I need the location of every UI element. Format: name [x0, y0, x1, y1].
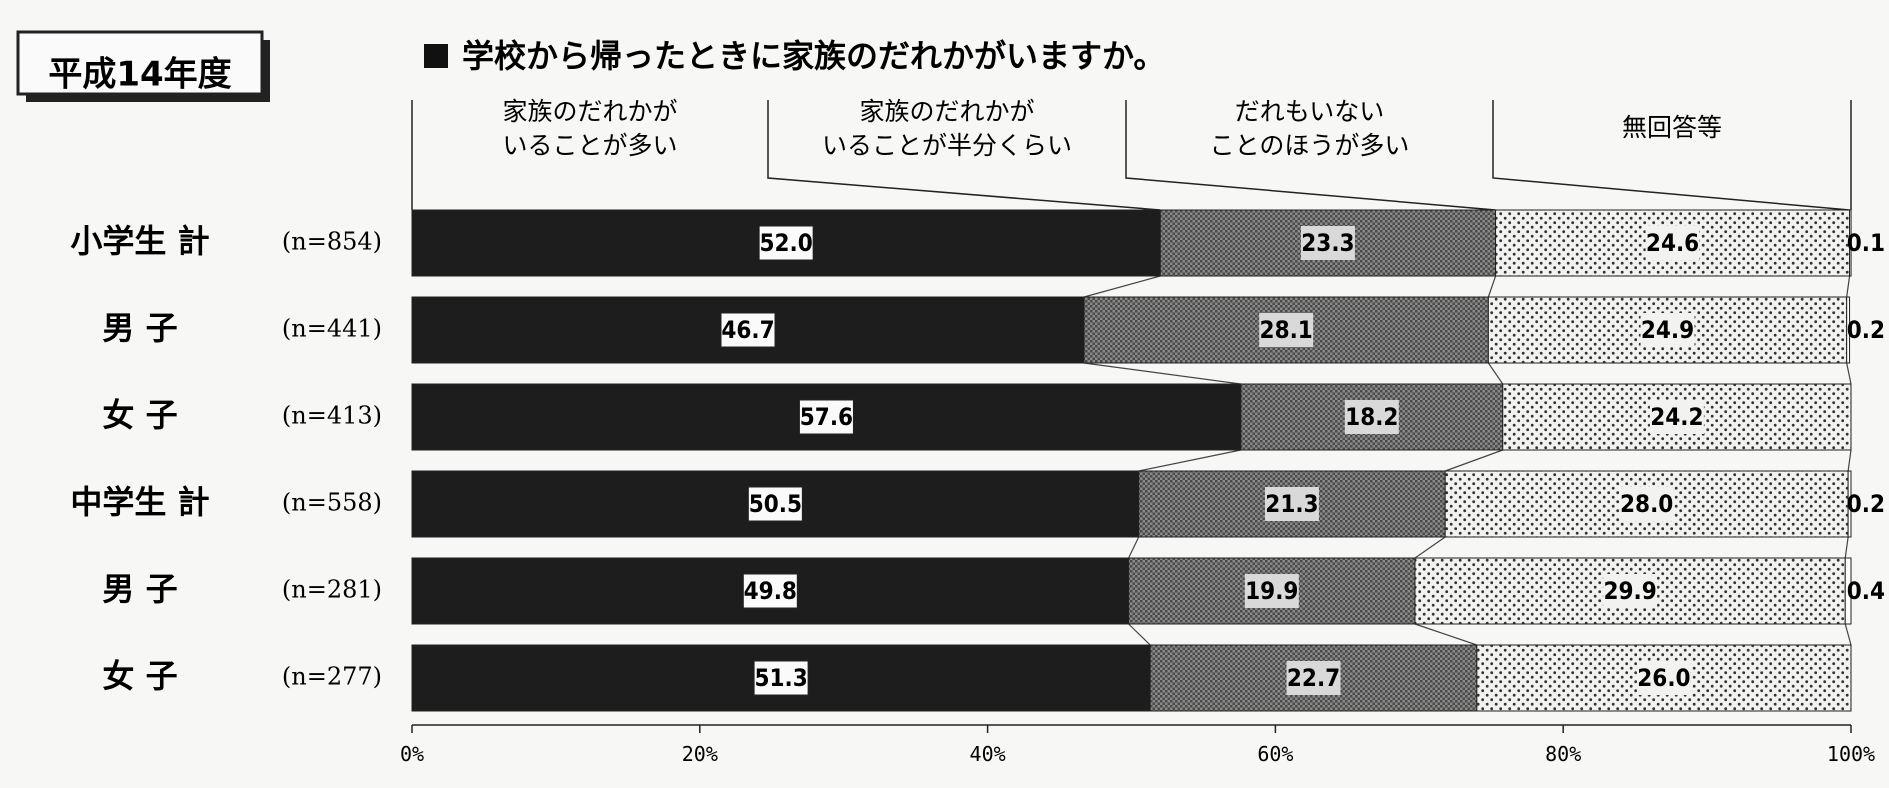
legend-label: 家族のだれかがいることが半分くらい: [822, 97, 1072, 160]
connector-line: [1846, 275, 1851, 298]
data-label: 22.7: [1287, 664, 1340, 692]
data-label: 0.2: [1847, 316, 1885, 344]
data-label-box: [1649, 400, 1704, 434]
connector-line: [1487, 362, 1504, 385]
data-label: 19.9: [1245, 577, 1298, 605]
legend-label: だれもいないことのほうが多い: [1210, 97, 1410, 160]
data-label-box: [1300, 226, 1355, 260]
data-label-box: [758, 225, 814, 261]
legend-divider: [1125, 100, 1496, 211]
data-label: 24.6: [1646, 229, 1699, 257]
data-label: 26.0: [1637, 664, 1690, 692]
category-label: 小学生 計: [70, 222, 209, 260]
data-label: 23.3: [1301, 229, 1354, 257]
data-label: 29.9: [1603, 577, 1656, 605]
x-tick-label: 80%: [1545, 742, 1581, 766]
legend: 家族のだれかがいることが多い 家族のだれかがいることが半分くらい だれもいないことの…: [411, 97, 1852, 211]
x-tick-label: 40%: [970, 742, 1006, 766]
data-label: 24.9: [1641, 316, 1694, 344]
data-label: 21.3: [1265, 490, 1318, 518]
data-label: 52.0: [759, 229, 812, 257]
connector-line: [1083, 275, 1161, 298]
x-tick-label: 100%: [1827, 742, 1875, 766]
data-label-box: [1640, 313, 1695, 347]
category-label: 女 子: [102, 657, 177, 695]
connector-line: [1128, 536, 1140, 559]
data-label: 0.1: [1847, 229, 1885, 257]
data-label-box: [1286, 661, 1341, 695]
data-label-box: [753, 660, 809, 696]
data-label-box: [1619, 487, 1674, 521]
legend-label: 無回答等: [1622, 113, 1722, 142]
data-label: 51.3: [754, 664, 807, 692]
year-badge: 平成14年度: [16, 30, 270, 102]
category-n-label: (n=281): [282, 576, 382, 604]
category-label: 男 子: [102, 309, 177, 347]
legend-divider: [1492, 100, 1850, 211]
bars: [411, 209, 1852, 712]
category-label: 男 子: [102, 570, 177, 608]
data-label: 18.2: [1345, 403, 1398, 431]
data-label-box: [1603, 574, 1658, 608]
category-n-label: (n=558): [282, 489, 382, 517]
data-label-box: [1636, 661, 1691, 695]
connector-line: [1083, 362, 1241, 385]
data-label-box: [1259, 313, 1314, 347]
connector-line: [1138, 449, 1241, 472]
category-labels: 小学生 計 (n=854) 男 子 (n=441) 女 子 (n=413) 中学生 計 (n=…: [70, 222, 382, 695]
data-label-box: [720, 312, 776, 348]
data-label: 0.4: [1847, 577, 1885, 605]
legend-divider: [767, 100, 1161, 211]
chart-title-text: 学校から帰ったときに家族のだれかがいますか。: [462, 37, 1165, 75]
data-label-box: [798, 399, 854, 435]
category-n-label: (n=441): [282, 315, 382, 343]
year-badge-label: 平成14年度: [48, 55, 231, 95]
x-tick-label: 0%: [400, 742, 424, 766]
data-labels: 52.0 23.3 24.6 0.1 46.7 28.1 24.9 0.2 57.6 18.2 24…: [720, 225, 1885, 696]
data-label: 57.6: [800, 403, 853, 431]
connector-line: [1414, 623, 1478, 646]
bar-segment: [1846, 296, 1851, 364]
data-label: 24.2: [1650, 403, 1703, 431]
connector-line: [1487, 275, 1497, 298]
category-label: 女 子: [102, 396, 177, 434]
data-label-box: [1244, 574, 1299, 608]
data-label: 28.0: [1620, 490, 1673, 518]
connector-line: [1846, 362, 1852, 385]
data-label: 50.5: [749, 490, 802, 518]
bar-segment: [1844, 557, 1852, 625]
x-tick-label: 60%: [1257, 742, 1293, 766]
connector-line: [1844, 623, 1852, 646]
data-label-box: [1645, 226, 1700, 260]
data-label-box: [1344, 400, 1399, 434]
segment-connectors: [1083, 275, 1852, 646]
data-label: 0.2: [1847, 490, 1885, 518]
legend-label: 家族のだれかがいることが多い: [502, 97, 677, 160]
x-axis: 0% 20% 40% 60% 80% 100%: [400, 724, 1875, 766]
data-label-box: [747, 486, 803, 522]
bar-segment: [1847, 470, 1852, 538]
x-tick-label: 20%: [682, 742, 718, 766]
connector-line: [1414, 536, 1446, 559]
data-label-box: [742, 573, 798, 609]
connector-line: [1847, 449, 1852, 472]
category-n-label: (n=277): [282, 663, 382, 691]
data-label: 49.8: [744, 577, 797, 605]
category-label: 中学生 計: [70, 483, 209, 521]
connector-line: [1844, 536, 1849, 559]
data-label: 46.7: [721, 316, 774, 344]
data-label-box: [1264, 487, 1319, 521]
category-n-label: (n=413): [282, 402, 382, 430]
connector-line: [1128, 623, 1151, 646]
title-square-icon: [424, 44, 448, 68]
bar-segment: [1849, 209, 1852, 277]
data-label: 28.1: [1260, 316, 1313, 344]
connector-line: [1444, 449, 1503, 472]
category-n-label: (n=854): [282, 228, 382, 256]
chart-title: 学校から帰ったときに家族のだれかがいますか。: [424, 37, 1165, 75]
